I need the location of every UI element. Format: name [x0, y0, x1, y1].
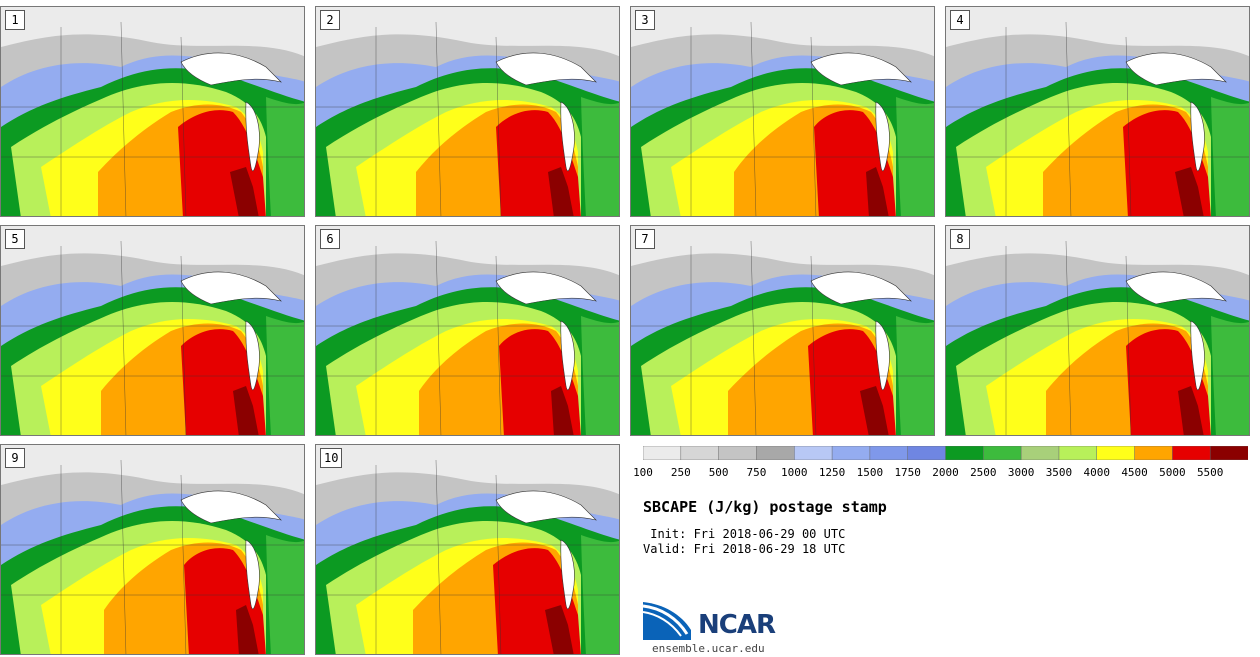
map-panel: 6: [315, 225, 620, 436]
colorbar: [643, 446, 1248, 460]
colorbar-tick-label: 1250: [818, 466, 846, 479]
member-number: 6: [320, 229, 340, 249]
colorbar-tick-label: 5000: [1159, 466, 1186, 479]
map-panel: 2: [315, 6, 620, 217]
colorbar-swatch: [831, 446, 871, 460]
colorbar-swatch: [718, 446, 757, 460]
colorbar-swatch: [1134, 446, 1173, 460]
member-number: 8: [950, 229, 970, 249]
member-number: 9: [5, 448, 25, 468]
colorbar-tick-label: 500: [708, 466, 729, 479]
sbcape-map: [1, 7, 304, 216]
member-number: 5: [5, 229, 25, 249]
colorbar-swatch: [1172, 446, 1211, 460]
map-panel: 4: [945, 6, 1250, 217]
colorbar-tick-label: 100: [633, 466, 653, 479]
colorbar-tick-label: 1750: [894, 466, 921, 479]
colorbar-tick-label: 1000: [781, 466, 808, 479]
colorbar-tick-label: 750: [746, 466, 767, 479]
logo-text: NCAR: [698, 610, 776, 640]
sbcape-map: [631, 226, 934, 435]
colorbar-tick-label: 4500: [1121, 466, 1148, 479]
chart-title: SBCAPE (J/kg) postage stamp: [643, 498, 887, 516]
map-panel: 3: [630, 6, 935, 217]
colorbar-swatch: [1096, 446, 1136, 460]
member-number: 10: [320, 448, 343, 468]
website-url[interactable]: ensemble.ucar.edu: [652, 642, 765, 655]
sbcape-map: [316, 445, 619, 654]
map-panel: 8: [945, 225, 1250, 436]
colorbar-swatch: [680, 446, 720, 460]
map-panel: 5: [0, 225, 305, 436]
sbcape-map: [316, 226, 619, 435]
member-number: 4: [950, 10, 970, 30]
init-time: Init: Fri 2018-06-29 00 UTC: [643, 527, 846, 541]
map-panel: 9: [0, 444, 305, 655]
colorbar-swatch: [907, 446, 947, 460]
colorbar-tick-label: 4000: [1083, 466, 1111, 479]
map-panel: 7: [630, 225, 935, 436]
colorbar-swatch: [756, 446, 795, 460]
sbcape-map: [1, 226, 304, 435]
sbcape-map: [316, 7, 619, 216]
colorbar-tick-label: 5500: [1196, 466, 1224, 479]
member-number: 2: [320, 10, 340, 30]
map-panel: 1: [0, 6, 305, 217]
colorbar-swatch: [983, 446, 1022, 460]
colorbar-swatch: [794, 446, 833, 460]
member-number: 7: [635, 229, 655, 249]
colorbar-tick-label: 2500: [970, 466, 997, 479]
sbcape-map: [1, 445, 304, 654]
sbcape-map: [631, 7, 934, 216]
colorbar-swatch: [1058, 446, 1098, 460]
colorbar-swatch: [1020, 446, 1060, 460]
valid-time: Valid: Fri 2018-06-29 18 UTC: [643, 542, 846, 556]
colorbar-tick-label: 3000: [1007, 466, 1035, 479]
colorbar-tick-label: 2000: [932, 466, 959, 479]
colorbar-swatch: [643, 446, 682, 460]
member-number: 1: [5, 10, 25, 30]
colorbar-tick-label: 250: [670, 466, 691, 479]
colorbar-swatch: [869, 446, 909, 460]
colorbar-tick-label: 3500: [1045, 466, 1073, 479]
member-number: 3: [635, 10, 655, 30]
colorbar-tick-label: 1500: [856, 466, 884, 479]
sbcape-map: [946, 226, 1249, 435]
ncar-logo-icon: [643, 602, 691, 640]
map-panel: 10: [315, 444, 620, 655]
colorbar-swatch: [945, 446, 984, 460]
colorbar-swatch: [1209, 446, 1248, 460]
sbcape-map: [946, 7, 1249, 216]
